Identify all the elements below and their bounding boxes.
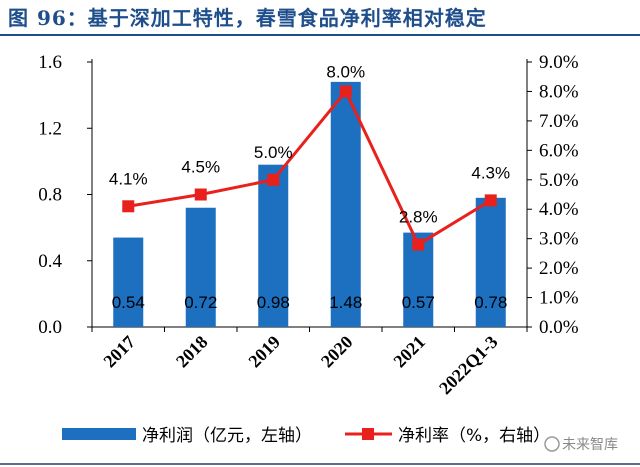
- legend: 净利润（亿元，左轴） 净利率（%，右轴）: [62, 426, 550, 446]
- figure-title: 图 96：基于深加工特性，春雪食品净利率相对稳定: [8, 6, 487, 30]
- bar-value-label: 0.78: [474, 293, 507, 312]
- watermark: 未来智库: [544, 436, 618, 453]
- left-tick-label: 0.8: [38, 185, 62, 206]
- title-rule: [0, 34, 640, 36]
- bar: [330, 81, 361, 327]
- left-tick-label: 1.2: [38, 118, 62, 139]
- line-value-label: 2.8%: [399, 208, 438, 227]
- line-value-label: 4.5%: [181, 158, 220, 177]
- line-value-label: 4.1%: [109, 169, 148, 188]
- right-tick-label: 5.0%: [539, 170, 579, 191]
- legend-bar-swatch: [62, 428, 136, 440]
- category-label: 2021: [389, 332, 429, 372]
- right-tick-label: 6.0%: [539, 140, 579, 161]
- bar-series: [113, 81, 506, 327]
- category-label: 2017: [99, 332, 139, 372]
- bar-value-label: 0.57: [402, 293, 435, 312]
- left-tick-label: 1.6: [38, 52, 62, 73]
- line-point: [484, 194, 497, 207]
- bar: [185, 207, 216, 327]
- bottom-rule: [0, 463, 640, 465]
- bar-value-label: 0.98: [257, 293, 290, 312]
- legend-bar-label: 净利润（亿元，左轴）: [142, 426, 312, 446]
- right-tick-label: 9.0%: [539, 52, 579, 73]
- category-label: 2020: [317, 332, 357, 372]
- data-labels: 0.54 0.72 0.98 1.48 0.57 0.78 4.1% 4.5% 5.0% 8.0%…: [109, 62, 510, 312]
- line-point: [267, 173, 280, 186]
- bar-value-label: 0.72: [184, 293, 217, 312]
- bar: [475, 197, 506, 327]
- right-tick-label: 3.0%: [539, 229, 579, 250]
- line-point: [122, 200, 135, 213]
- category-label: 2019: [244, 332, 284, 372]
- line-value-label: 4.3%: [471, 163, 510, 182]
- bar-value-label: 0.54: [112, 293, 145, 312]
- category-labels: 2017 2018 2019 2020 2021 2022Q1-3: [99, 332, 501, 398]
- line-value-label: 8.0%: [326, 62, 365, 81]
- bar-value-label: 1.48: [329, 293, 362, 312]
- category-label: 2022Q1-3: [435, 332, 501, 398]
- right-tick-label: 0.0%: [539, 317, 579, 338]
- line-value-label: 5.0%: [254, 143, 293, 162]
- axes: 0.0 0.4 0.8 1.2 1.6 0.0% 1.0% 2.0% 3.0% 4.0% 5.0% 6…: [38, 52, 579, 338]
- line-point: [194, 188, 207, 201]
- left-tick-label: 0.0: [38, 317, 62, 338]
- line-series: [122, 85, 497, 251]
- watermark-icon: [544, 436, 560, 452]
- bar: [258, 164, 289, 327]
- category-label: 2018: [172, 332, 212, 372]
- right-tick-label: 7.0%: [539, 111, 579, 132]
- right-tick-label: 1.0%: [539, 288, 579, 309]
- left-tick-label: 0.4: [38, 251, 62, 272]
- line-point: [412, 238, 425, 251]
- bar: [113, 237, 144, 327]
- right-tick-label: 2.0%: [539, 258, 579, 279]
- legend-line-label: 净利率（%，右轴）: [398, 426, 550, 446]
- right-tick-label: 4.0%: [539, 199, 579, 220]
- line-point: [339, 85, 352, 98]
- watermark-text: 未来智库: [562, 437, 618, 453]
- right-tick-label: 8.0%: [539, 81, 579, 102]
- legend-line-marker: [362, 428, 374, 440]
- net-margin-line: [128, 88, 492, 247]
